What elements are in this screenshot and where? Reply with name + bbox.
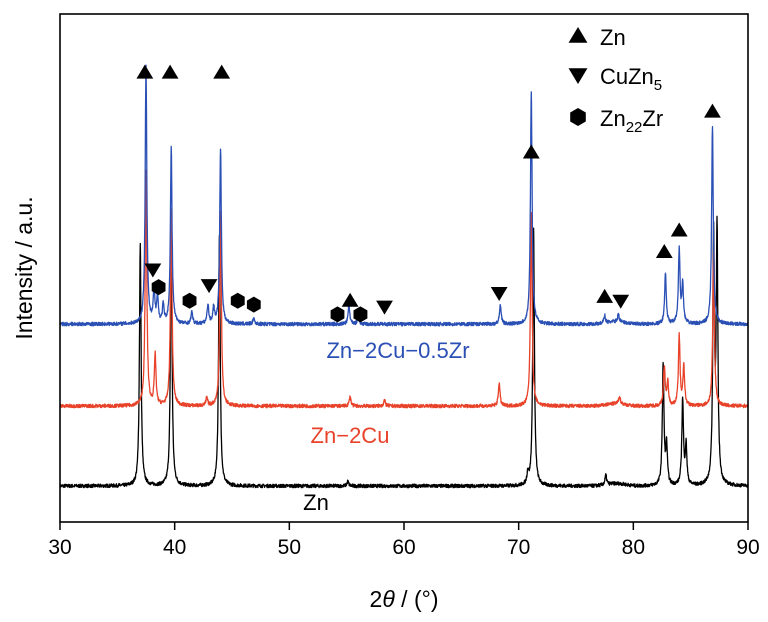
- triangle-up-marker-3: [341, 292, 359, 307]
- series-label-zn: Zn: [303, 490, 329, 515]
- triangle-down-marker-13: [612, 294, 630, 309]
- x-tick-label-50: 50: [278, 536, 301, 559]
- triangle-down-marker-10: [200, 279, 218, 294]
- triangle-up-marker-2: [213, 64, 231, 79]
- x-tick-label-90: 90: [736, 536, 759, 559]
- hexagon-marker-14: [151, 279, 166, 296]
- triangle-up-marker-4: [522, 144, 540, 159]
- triangle-up-marker-8: [704, 103, 721, 118]
- plot-frame: [59, 13, 749, 523]
- series-line-2: [60, 64, 748, 327]
- hexagon-marker-18: [330, 306, 345, 323]
- triangle-up-marker-0: [136, 64, 154, 79]
- legend-triangle-up-icon: [568, 27, 588, 43]
- x-tick-label-30: 30: [48, 536, 71, 559]
- series-layer: [60, 64, 748, 489]
- x-tick-label-60: 60: [392, 536, 415, 559]
- triangle-down-marker-9: [144, 263, 162, 278]
- x-axis-title: 2θ / (°): [370, 586, 439, 612]
- triangle-up-marker-6: [655, 244, 673, 258]
- series-line-0: [60, 215, 748, 489]
- triangle-up-marker-7: [670, 222, 688, 237]
- triangle-down-marker-11: [376, 300, 393, 315]
- x-tick-label-40: 40: [163, 536, 186, 559]
- x-tick-label-70: 70: [507, 536, 530, 559]
- legend-label-2: Zn22Zr: [600, 106, 663, 136]
- phase-marker-layer: [136, 64, 721, 323]
- series-label-zr: Zn−2Cu−0.5Zr: [326, 338, 469, 363]
- series-label-cu: Zn−2Cu: [311, 423, 390, 448]
- hexagon-marker-15: [182, 292, 197, 309]
- triangle-up-marker-1: [161, 64, 179, 79]
- y-axis-title: Intensity / a.u.: [11, 196, 37, 339]
- legend-label-0: Zn: [600, 25, 626, 50]
- hexagon-marker-19: [353, 306, 368, 323]
- triangle-down-marker-12: [490, 286, 508, 301]
- x-tick-label-80: 80: [622, 536, 645, 559]
- triangle-up-marker-5: [596, 288, 614, 303]
- legend-hexagon-icon: [570, 108, 586, 126]
- legend-label-1: CuZn5: [600, 64, 662, 94]
- hexagon-marker-16: [230, 292, 245, 309]
- x-axis: 30 40 50 60 70 80 90: [48, 522, 760, 559]
- series-line-1: [60, 169, 748, 409]
- legend-triangle-down-icon: [568, 68, 588, 84]
- hexagon-marker-17: [246, 296, 261, 313]
- legend: Zn CuZn5 Zn22Zr: [568, 25, 663, 136]
